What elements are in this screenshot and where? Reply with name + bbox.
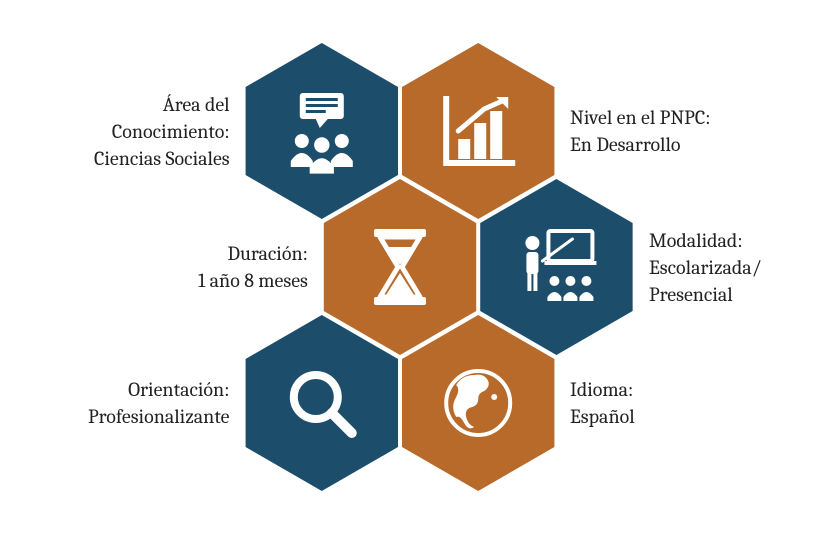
label-duracion-labelTitle: Duración:	[198, 240, 308, 267]
label-area-labelValue: Ciencias Sociales	[94, 145, 230, 172]
label-pnpc: Nivel en el PNPC:En Desarrollo	[570, 104, 711, 158]
label-modalidad-labelTitle: Modalidad:	[649, 227, 762, 254]
label-orientacion: Orientación:Profesionalizante	[88, 376, 229, 430]
label-modalidad: Modalidad:Escolarizada/Presencial	[649, 227, 762, 308]
label-idioma-labelTitle: Idioma:	[570, 376, 635, 403]
infographic-stage: Área delConocimiento:Ciencias Sociales Ni…	[0, 0, 827, 534]
label-pnpc-labelTitle: Nivel en el PNPC:	[570, 104, 711, 131]
hex-idioma	[402, 315, 554, 491]
hex-modalidad	[480, 179, 632, 355]
label-duracion: Duración:1 año 8 meses	[198, 240, 308, 294]
label-orientacion-labelValue: Profesionalizante	[88, 403, 229, 430]
label-pnpc-labelValue: En Desarrollo	[570, 131, 711, 158]
label-duracion-labelValue: 1 año 8 meses	[198, 267, 308, 294]
label-area-labelTitle2: Conocimiento:	[94, 118, 230, 145]
label-modalidad-labelValue2: Presencial	[649, 281, 762, 308]
label-modalidad-labelValue: Escolarizada/	[649, 254, 762, 281]
hex-duracion	[324, 179, 476, 355]
hex-area	[246, 43, 398, 219]
hex-orientacion	[246, 315, 398, 491]
label-idioma-labelValue: Español	[570, 403, 635, 430]
label-area-labelTitle: Área del	[94, 91, 230, 118]
label-orientacion-labelTitle: Orientación:	[88, 376, 229, 403]
label-area: Área delConocimiento:Ciencias Sociales	[94, 91, 230, 172]
label-idioma: Idioma:Español	[570, 376, 635, 430]
hex-pnpc	[402, 43, 554, 219]
